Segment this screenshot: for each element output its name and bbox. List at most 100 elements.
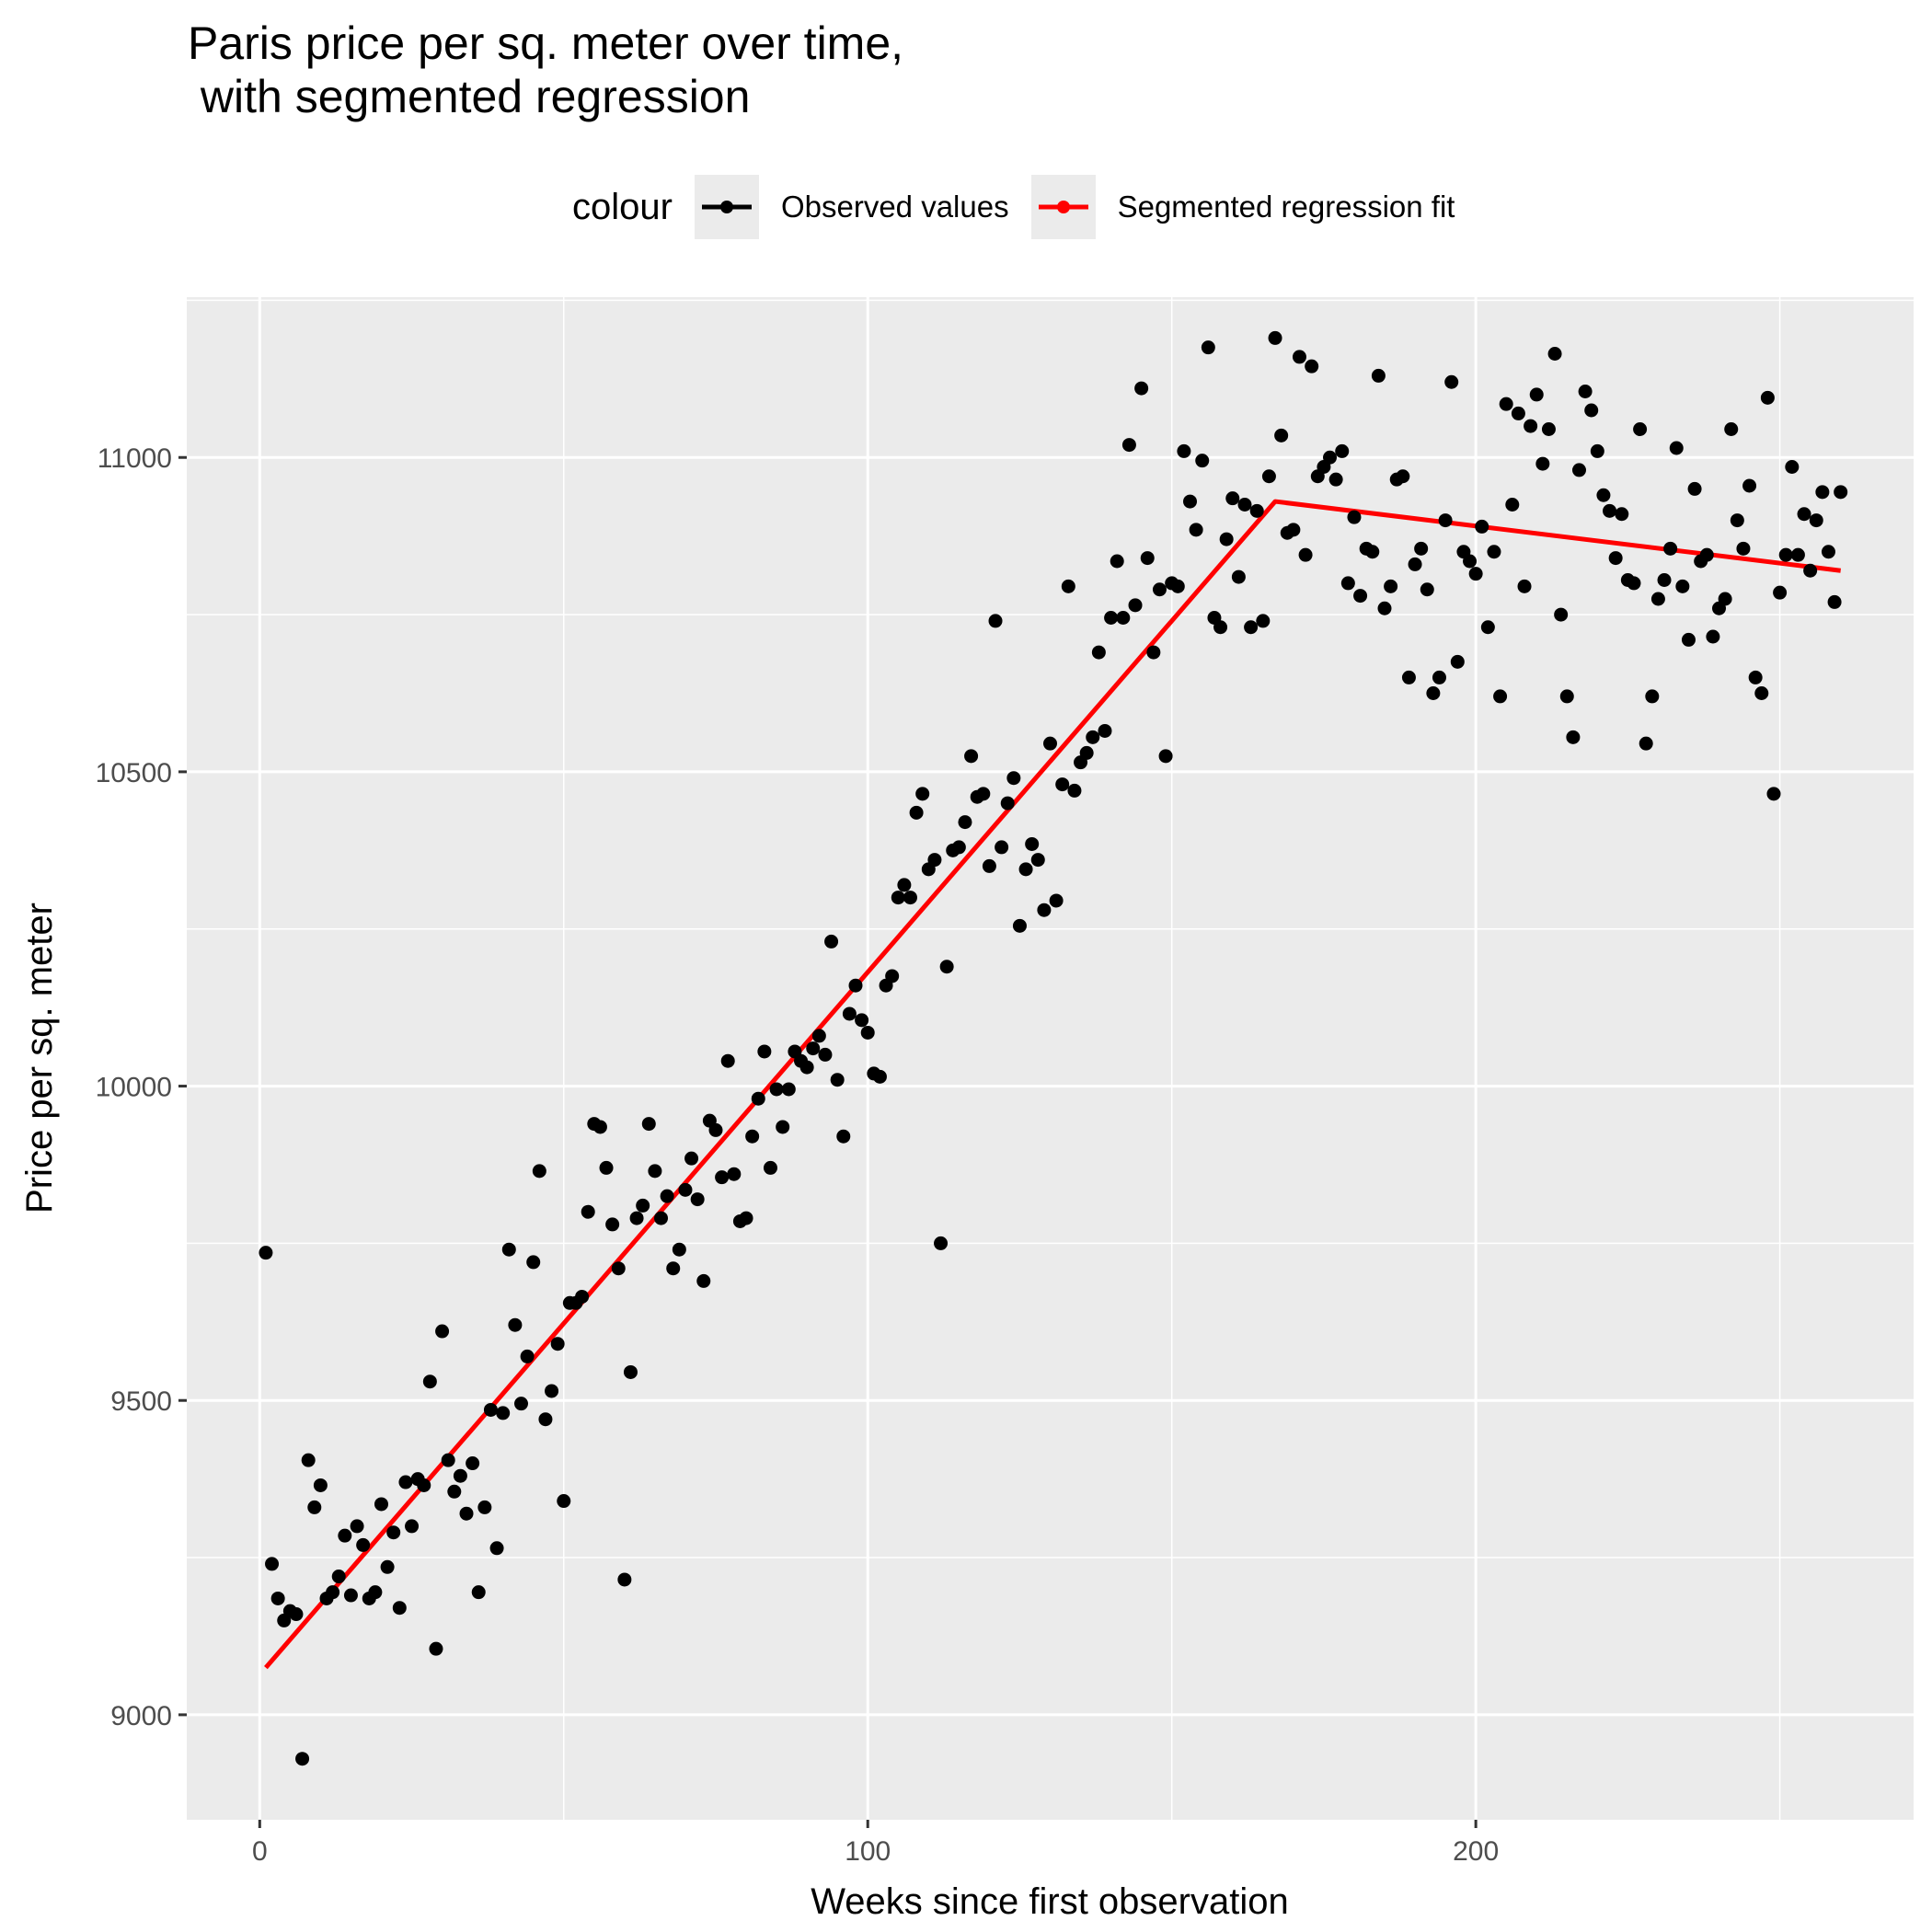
observed-point [1012, 918, 1027, 933]
observed-point [934, 1236, 949, 1250]
observed-point [1018, 862, 1033, 877]
observed-point [386, 1525, 401, 1540]
observed-point [581, 1204, 595, 1219]
observed-point [1261, 469, 1276, 484]
observed-point [745, 1129, 760, 1144]
observed-point [1675, 579, 1690, 593]
observed-point [338, 1528, 352, 1543]
observed-point [1201, 340, 1215, 355]
observed-point [550, 1337, 565, 1351]
x-axis-title: Weeks since first observation [811, 1881, 1288, 1922]
observed-point [885, 969, 900, 983]
observed-point [538, 1412, 553, 1427]
observed-point [392, 1601, 407, 1616]
observed-point [836, 1129, 851, 1144]
observed-point [1292, 350, 1306, 364]
observed-point [1499, 397, 1513, 411]
observed-point [1566, 730, 1581, 744]
observed-point [751, 1091, 765, 1106]
observed-point [1432, 670, 1446, 684]
observed-point [1037, 903, 1052, 917]
observed-point [757, 1044, 772, 1059]
observed-point [441, 1453, 455, 1467]
observed-point [1541, 421, 1556, 436]
legend-label-fit: Segmented regression fit [1117, 190, 1455, 224]
observed-point [301, 1453, 316, 1467]
observed-point [1699, 547, 1714, 562]
segmented-fit-line [264, 499, 1841, 1670]
chart-title: Paris price per sq. meter over time, wit… [188, 17, 904, 122]
observed-point [520, 1349, 535, 1363]
observed-point [1086, 730, 1100, 744]
observed-point [964, 749, 979, 764]
observed-point [995, 840, 1009, 855]
legend-label-observed: Observed values [780, 190, 1009, 224]
observed-point [891, 891, 905, 905]
observed-point [496, 1406, 511, 1420]
observed-point [1554, 607, 1569, 622]
observed-point [976, 787, 991, 801]
observed-point [429, 1641, 443, 1656]
observed-point [684, 1151, 699, 1166]
observed-point [903, 891, 917, 905]
observed-point [1571, 463, 1586, 477]
observed-point [368, 1585, 383, 1600]
observed-point [398, 1475, 413, 1489]
observed-point [483, 1402, 498, 1417]
observed-point [1043, 736, 1057, 751]
observed-point [1249, 503, 1264, 518]
observed-point [1055, 777, 1070, 792]
observed-point [1121, 438, 1136, 453]
observed-point [1104, 610, 1119, 625]
observed-point [1116, 610, 1131, 625]
observed-point [1000, 796, 1015, 811]
observed-point [1335, 443, 1350, 458]
observed-point [696, 1273, 711, 1288]
observed-point [848, 978, 863, 993]
y-axis-title: Price per sq. meter [19, 903, 60, 1213]
observed-point [708, 1122, 723, 1137]
observed-point [1067, 783, 1082, 798]
x-axis: 0 100 200 [252, 1820, 1499, 1867]
observed-point [1766, 787, 1781, 801]
observed-point [1219, 532, 1234, 546]
observed-point [1420, 582, 1434, 597]
observed-point [1681, 632, 1696, 647]
observed-point [1146, 645, 1161, 660]
observed-point [1535, 456, 1550, 471]
observed-point [1401, 670, 1416, 684]
observed-point [1213, 620, 1228, 635]
observed-point [958, 815, 972, 830]
observed-point [557, 1494, 571, 1509]
observed-point [781, 1082, 796, 1097]
observed-point [592, 1120, 607, 1134]
observed-point [641, 1117, 656, 1132]
observed-point [830, 1073, 845, 1087]
observed-point [1547, 346, 1562, 361]
observed-point [1328, 472, 1343, 487]
observed-point [508, 1317, 523, 1332]
observed-point [1025, 836, 1040, 851]
observed-point [1323, 450, 1338, 465]
legend-key-observed [694, 175, 759, 239]
observed-point [599, 1160, 614, 1175]
observed-point [1803, 563, 1818, 578]
observed-point [1237, 497, 1252, 512]
observed-point [295, 1752, 310, 1766]
observed-point [678, 1182, 693, 1197]
observed-point [1408, 557, 1422, 571]
observed-point [617, 1572, 632, 1587]
observed-point [1687, 481, 1702, 496]
legend-title: colour [572, 186, 673, 227]
observed-point [666, 1261, 681, 1276]
observed-point [1468, 567, 1483, 581]
observed-point [1815, 485, 1830, 500]
observed-point [374, 1497, 388, 1512]
observed-point [356, 1537, 371, 1552]
observed-point [636, 1198, 650, 1213]
observed-point [1384, 579, 1398, 593]
observed-point [982, 858, 996, 873]
observed-point [909, 805, 924, 820]
observed-point [1030, 853, 1045, 868]
observed-point [1006, 771, 1021, 786]
